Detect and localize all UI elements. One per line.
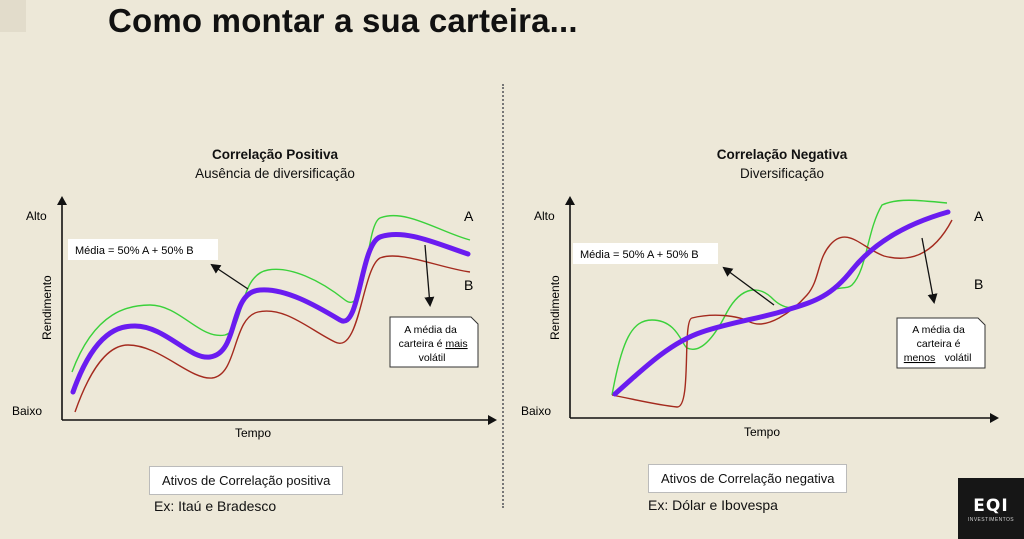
series-b-line [74, 255, 471, 413]
average-formula-text: Média = 50% A + 50% B [75, 245, 194, 257]
y-axis-arrowhead [57, 196, 67, 205]
panel-title: Correlação Negativa [716, 147, 848, 162]
panel-subtitle: Diversificação [739, 166, 825, 181]
average-line [70, 231, 471, 395]
y-high-label: Alto [534, 209, 555, 223]
correlation-type-tag: Ativos de Correlação positiva [149, 466, 344, 495]
positive-correlation-chart: Alto Baixo Rendimento Tempo A B Média = … [12, 196, 497, 440]
volatility-note-box [896, 317, 986, 369]
correlation-type-tag: Ativos de Correlação negativa [648, 464, 848, 493]
volatility-note-box [389, 316, 479, 368]
negative-correlation-chart: Alto Baixo Rendimento Tempo A B Média = … [521, 196, 999, 439]
volatility-note-text: A média da carteira é menos volátil [904, 324, 972, 364]
example-text: Ex: Dólar e Ibovespa [648, 497, 778, 513]
series-b-label: B [974, 276, 983, 292]
average-formula-text: Média = 50% A + 50% B [580, 249, 699, 261]
series-a-label: A [974, 208, 984, 224]
y-axis-arrowhead [565, 196, 575, 205]
slide-title: Como montar a sua carteira... [108, 2, 578, 39]
y-high-label: Alto [26, 209, 47, 223]
logo-subtext: INVESTIMENTOS [968, 517, 1014, 523]
note-pointer-arrow [424, 244, 435, 307]
series-a-line [71, 214, 471, 373]
y-low-label: Baixo [521, 404, 551, 418]
average-pointer-arrow [722, 266, 775, 306]
x-axis-arrowhead [488, 415, 497, 425]
panel-divider [502, 84, 504, 508]
x-axis-label: Tempo [235, 426, 271, 440]
positive-correlation-panel: Correlação Positiva Ausência de diversif… [12, 147, 497, 514]
x-axis-arrowhead [990, 413, 999, 423]
series-b-line [611, 219, 953, 408]
note-pointer-arrow [921, 237, 938, 304]
negative-correlation-panel: Correlação Negativa Diversificação Alto … [512, 0, 1024, 539]
x-axis-label: Tempo [744, 425, 780, 439]
average-pointer-arrow [210, 263, 249, 290]
logo-mark: EQI [973, 496, 1009, 516]
eqi-logo: EQI INVESTIMENTOS [958, 478, 1024, 539]
y-low-label: Baixo [12, 404, 42, 418]
panel-title: Correlação Positiva [211, 147, 339, 162]
volatility-note-text: A média da carteira é mais volátil [399, 324, 471, 364]
panel-subtitle: Ausência de diversificação [195, 166, 355, 181]
example-text: Ex: Itaú e Bradesco [154, 498, 277, 514]
series-a-label: A [464, 208, 474, 224]
average-formula-box [68, 239, 218, 260]
corner-tab [0, 0, 26, 32]
series-b-label: B [464, 277, 473, 293]
y-axis-label: Rendimento [548, 275, 562, 340]
average-line [612, 209, 951, 397]
average-formula-box [573, 243, 718, 264]
series-a-line [611, 199, 948, 396]
y-axis-label: Rendimento [40, 275, 54, 340]
